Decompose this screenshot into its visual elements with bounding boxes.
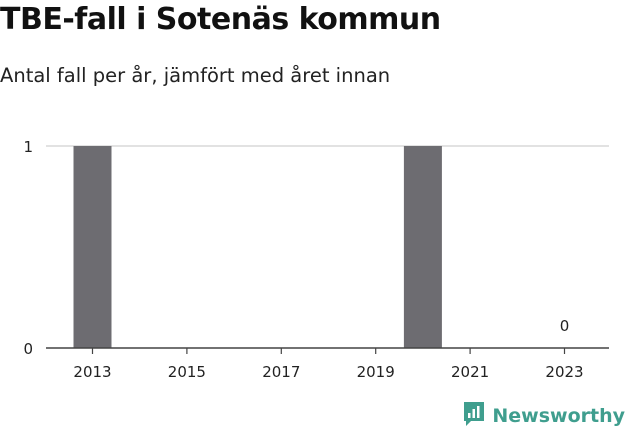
x-tick-label: 2019 bbox=[357, 363, 395, 381]
data-label: 0 bbox=[560, 317, 570, 335]
x-tick-label: 2013 bbox=[73, 363, 111, 381]
x-axis bbox=[46, 347, 609, 354]
y-tick-label: 1 bbox=[23, 138, 33, 156]
chart-subtitle: Antal fall per år, jämfört med året inna… bbox=[0, 64, 391, 87]
x-tick-label: 2023 bbox=[545, 363, 583, 381]
newsworthy-logo-text: Newsworthy bbox=[492, 405, 625, 427]
bar-2013 bbox=[73, 146, 112, 348]
newsworthy-logo-icon bbox=[462, 401, 486, 431]
labels: 0 1 2013 2015 2017 2019 2021 2023 0 bbox=[23, 138, 583, 381]
y-tick-label: 0 bbox=[23, 340, 33, 358]
newsworthy-logo[interactable]: Newsworthy bbox=[462, 401, 625, 431]
x-tick-label: 2015 bbox=[168, 363, 206, 381]
bars bbox=[73, 146, 442, 348]
chart-title: TBE-fall i Sotenäs kommun bbox=[0, 2, 441, 37]
x-tick-label: 2017 bbox=[262, 363, 300, 381]
x-tick-label: 2021 bbox=[451, 363, 489, 381]
bar-2020 bbox=[403, 146, 442, 348]
